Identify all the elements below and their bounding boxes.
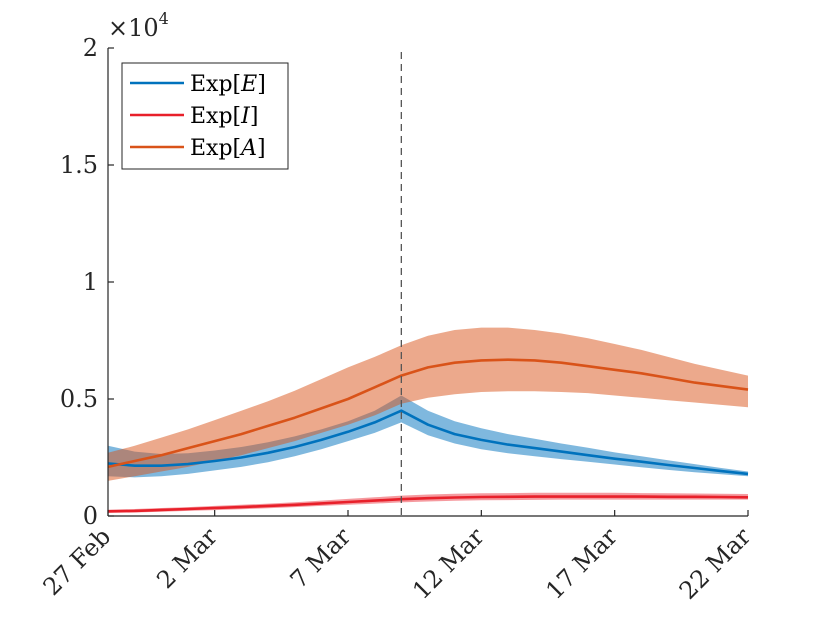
y-tick-label: 1 [83,268,98,296]
x-tick-label: 27 Feb [38,522,117,601]
series-line-e [107,409,749,476]
legend-label-e: Exp[E] [190,72,266,97]
x-tick-labels: 27 Feb 2 Mar 7 Mar 12 Mar 17 Mar 22 Mar [38,522,757,605]
legend-label-a: Exp[A] [190,136,266,161]
band-e [108,395,748,478]
y-tick-label: 0.5 [60,385,98,413]
y-tick-label: 1.5 [60,151,98,179]
x-tick-label: 12 Mar [407,522,490,605]
x-tick-label: 2 Mar [151,522,223,594]
x-tick-label: 17 Mar [541,522,624,605]
y-tick-label: 0 [83,502,98,530]
y-tick-labels: 0 0.5 1 1.5 2 [60,34,98,530]
series-line-i [107,495,749,513]
x-tick-label: 22 Mar [674,522,757,605]
confidence-bands [108,327,748,513]
series-line-a [107,358,749,469]
series-lines [107,358,749,513]
y-tick-label: 2 [83,34,98,62]
legend-label-i: Exp[I] [190,104,258,129]
legend: Exp[E] Exp[I] Exp[A] [121,62,289,170]
x-tick-label: 7 Mar [285,522,357,594]
axes [107,47,749,517]
y-multiplier-label: ×104 [108,9,169,42]
